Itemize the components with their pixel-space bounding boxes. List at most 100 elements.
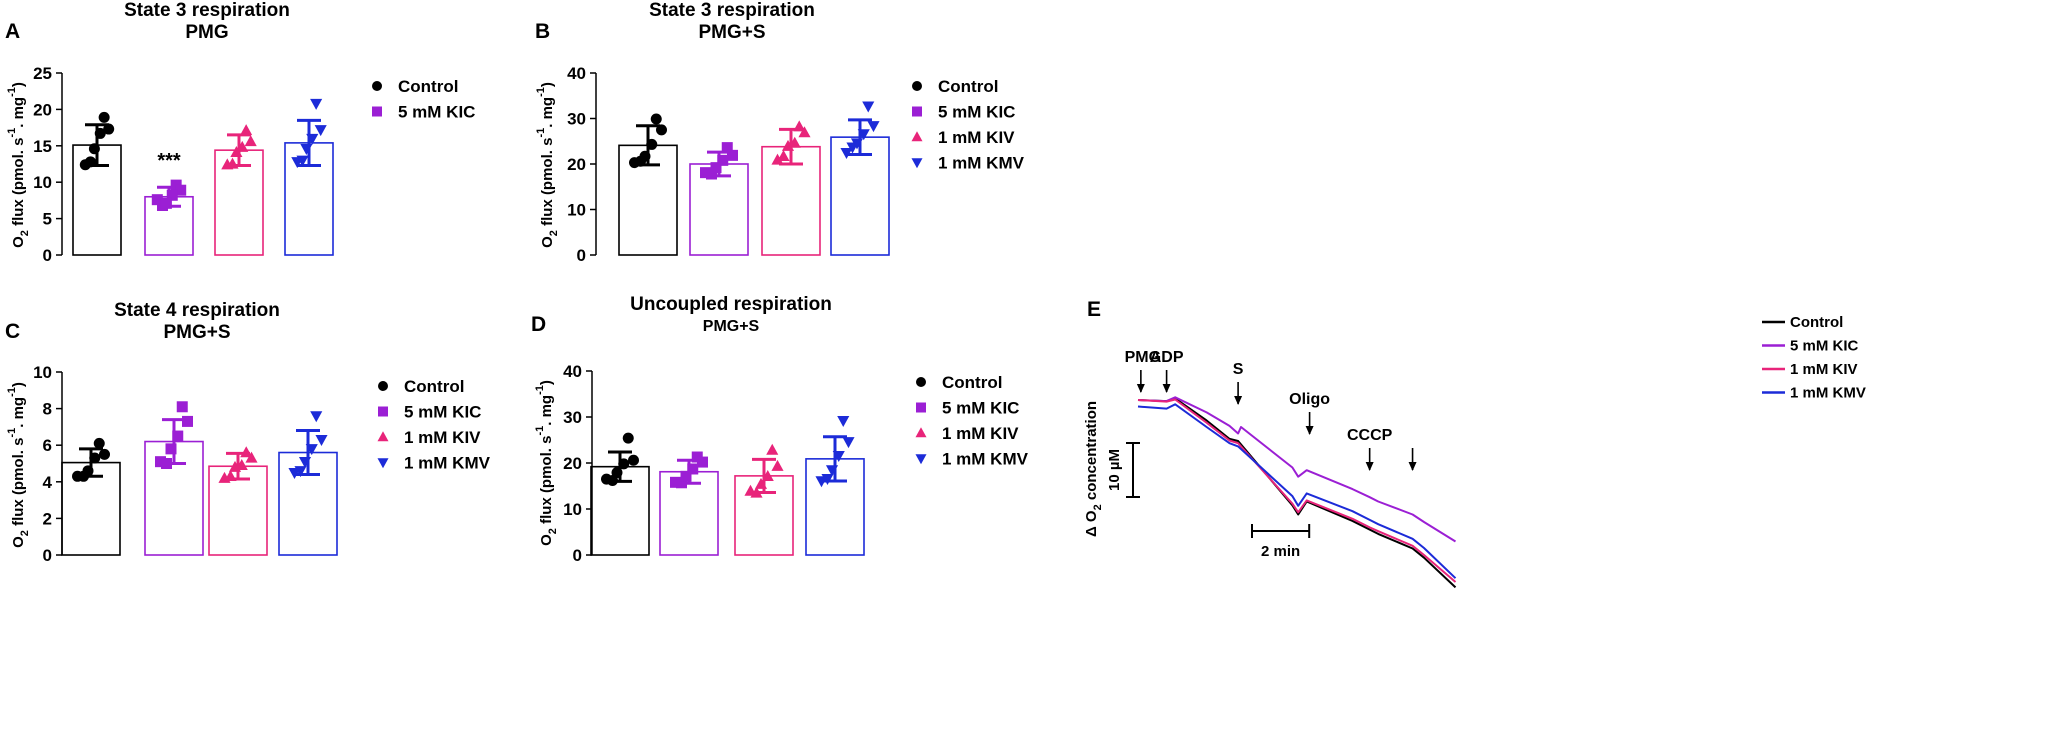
y-axis-label-part: ) bbox=[539, 82, 556, 87]
y-axis-label-part: ) bbox=[538, 380, 555, 385]
y-tick-label: 0 bbox=[577, 246, 586, 265]
data-point bbox=[850, 138, 864, 150]
data-point bbox=[93, 437, 105, 449]
y-axis-label: O2 flux (pmol. s-1. mg-1) bbox=[6, 82, 31, 248]
y-tick-label: 40 bbox=[563, 362, 582, 381]
chart-subtitle: PMG+S bbox=[163, 322, 230, 343]
legend-label-control: Control bbox=[938, 77, 998, 96]
legend-label-5-mm-kic: 5 mM KIC bbox=[404, 403, 481, 422]
legend-marker-1-mm-kiv bbox=[915, 427, 927, 438]
bar-group-1-mm-kiv bbox=[761, 120, 821, 256]
data-point bbox=[825, 465, 839, 477]
data-point bbox=[98, 111, 110, 123]
data-point bbox=[172, 430, 184, 442]
data-point bbox=[155, 456, 166, 468]
data-point bbox=[94, 127, 106, 139]
data-point bbox=[706, 168, 717, 180]
y-tick-label: 10 bbox=[563, 500, 582, 519]
y-axis-label-part: ) bbox=[10, 82, 27, 87]
data-point bbox=[160, 197, 172, 209]
y-axis-label-part: . mg bbox=[10, 97, 27, 128]
data-point bbox=[85, 156, 96, 168]
arrow-head bbox=[1234, 396, 1243, 405]
panel-letter: B bbox=[535, 20, 550, 43]
legend-label-5-mm-kic: 5 mM KIC bbox=[398, 103, 475, 122]
legend-label-control: Control bbox=[1790, 314, 1843, 331]
arrow-head bbox=[1136, 384, 1145, 393]
chart-title: State 3 respiration bbox=[124, 0, 290, 21]
data-point bbox=[240, 124, 253, 136]
y-axis-label-part: flux (pmol. s bbox=[10, 138, 27, 231]
data-point bbox=[798, 126, 811, 138]
bar-5-mm-kic bbox=[689, 163, 749, 256]
y-tick-label: 0 bbox=[43, 546, 52, 565]
data-point bbox=[88, 143, 100, 155]
y-axis-label-part: concentration bbox=[1083, 401, 1100, 504]
legend-label-control: Control bbox=[942, 373, 1002, 392]
data-point bbox=[235, 459, 248, 471]
y-tick-label: 0 bbox=[43, 246, 52, 265]
data-point bbox=[224, 469, 237, 481]
bar-group-5-mm-kic bbox=[659, 451, 719, 556]
event-arrow: ADP bbox=[1150, 349, 1184, 393]
data-point bbox=[182, 415, 193, 427]
data-point bbox=[296, 155, 309, 167]
panel-letter: E bbox=[1087, 298, 1101, 321]
data-point bbox=[89, 452, 101, 464]
bar-group-5-mm-kic bbox=[144, 179, 194, 256]
bar-group-control bbox=[72, 111, 122, 256]
y-axis-label-part: O bbox=[538, 534, 555, 546]
event-arrow: S bbox=[1233, 361, 1244, 405]
data-point bbox=[857, 129, 870, 141]
bar-group-5-mm-kic bbox=[689, 142, 749, 256]
y-axis-label-part: -1 bbox=[534, 426, 546, 436]
chart-subtitle: PMG+S bbox=[698, 22, 765, 43]
legend: Control 5 mM KIC 1 mM KIV 1 mM KMV bbox=[915, 373, 1029, 469]
y-axis-label-part: flux (pmol. s bbox=[10, 438, 27, 531]
data-point bbox=[781, 139, 795, 151]
y-axis-label-part: O bbox=[539, 236, 556, 248]
data-point bbox=[310, 411, 323, 423]
y-axis-label-part: 2 bbox=[548, 230, 560, 236]
y-axis-label-part: 2 bbox=[1092, 504, 1104, 510]
y-axis-label-part: . mg bbox=[539, 97, 556, 128]
legend-label-5-mm-kic: 5 mM KIC bbox=[942, 399, 1019, 418]
data-point bbox=[151, 194, 163, 206]
y-tick-label: 30 bbox=[563, 408, 582, 427]
y-axis-label-part: -1 bbox=[6, 428, 18, 438]
bar-group-1-mm-kiv bbox=[734, 443, 794, 556]
data-point bbox=[245, 451, 258, 463]
legend-marker-1-mm-kiv bbox=[911, 131, 923, 142]
data-point bbox=[611, 467, 623, 479]
legend-label-1-mm-kmv: 1 mM KMV bbox=[404, 454, 491, 473]
event-arrow: CCCP bbox=[1347, 427, 1393, 471]
data-point bbox=[656, 124, 667, 136]
arrow-head bbox=[1365, 462, 1374, 471]
bar-group-5-mm-kic bbox=[144, 401, 204, 556]
legend-label-1-mm-kiv: 1 mM KIV bbox=[938, 128, 1015, 147]
legend-label-1-mm-kiv: 1 mM KIV bbox=[1790, 361, 1858, 378]
bar-group-1-mm-kmv bbox=[805, 416, 865, 556]
event-label-oligo: Oligo bbox=[1289, 391, 1330, 408]
y-tick-label: 10 bbox=[33, 173, 52, 192]
trace-control bbox=[1137, 397, 1457, 589]
y-axis-label-part: O bbox=[10, 536, 27, 548]
bar-group-1-mm-kiv bbox=[208, 446, 268, 556]
trace-1-mm-kmv bbox=[1137, 403, 1457, 579]
legend: Control 5 mM KIC 1 mM KIV 1 mM KMV bbox=[911, 77, 1025, 173]
y-axis-label-part: . mg bbox=[10, 397, 27, 428]
data-point bbox=[867, 121, 880, 133]
y-tick-label: 4 bbox=[43, 473, 53, 492]
y-axis-label: O2 flux (pmol. s-1. mg-1) bbox=[534, 380, 559, 546]
arrow-head bbox=[1408, 462, 1417, 471]
legend-marker-5-mm-kic bbox=[372, 106, 382, 117]
trace-1-mm-kiv bbox=[1137, 398, 1457, 583]
y-axis-label-part: flux (pmol. s bbox=[539, 138, 556, 231]
bar-group-1-mm-kiv bbox=[214, 124, 264, 256]
legend-label-1-mm-kmv: 1 mM KMV bbox=[1790, 385, 1866, 402]
data-point bbox=[175, 184, 187, 196]
